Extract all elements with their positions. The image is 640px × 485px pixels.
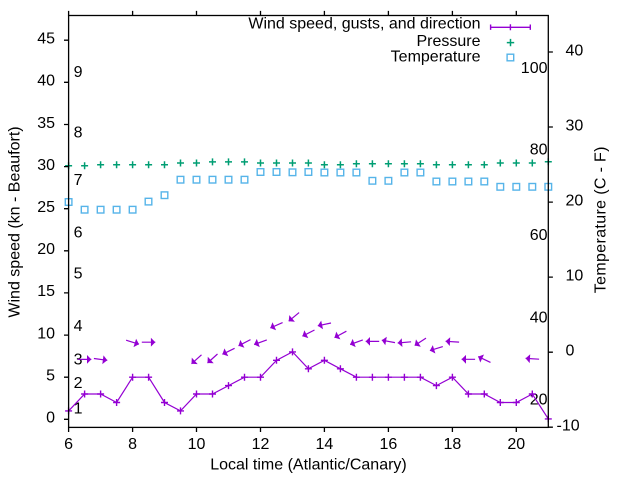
svg-text:16: 16	[380, 436, 398, 453]
svg-text:3: 3	[74, 352, 83, 369]
svg-text:20: 20	[566, 192, 584, 209]
svg-text:Wind speed (kn - Beaufort): Wind speed (kn - Beaufort)	[7, 126, 24, 317]
svg-text:0: 0	[566, 343, 575, 360]
svg-text:6: 6	[74, 225, 83, 242]
svg-text:2: 2	[74, 375, 83, 392]
svg-text:Local time (Atlantic/Canary): Local time (Atlantic/Canary)	[210, 456, 407, 473]
svg-text:6: 6	[64, 436, 73, 453]
svg-text:Wind speed, gusts, and directi: Wind speed, gusts, and direction	[248, 15, 480, 32]
svg-text:40: 40	[37, 73, 55, 90]
svg-text:80: 80	[530, 141, 548, 158]
svg-text:12: 12	[252, 436, 270, 453]
svg-text:Temperature (C - F): Temperature (C - F)	[593, 146, 610, 293]
svg-text:30: 30	[566, 117, 584, 134]
svg-text:15: 15	[37, 283, 55, 300]
svg-text:30: 30	[37, 157, 55, 174]
svg-text:10: 10	[37, 325, 55, 342]
svg-text:100: 100	[521, 60, 548, 77]
svg-text:0: 0	[46, 410, 55, 427]
svg-text:20: 20	[507, 436, 525, 453]
svg-text:9: 9	[74, 64, 83, 81]
svg-text:20: 20	[37, 241, 55, 258]
svg-text:4: 4	[74, 318, 83, 335]
svg-text:5: 5	[46, 368, 55, 385]
svg-text:7: 7	[74, 172, 83, 189]
svg-text:45: 45	[37, 31, 55, 48]
svg-text:40: 40	[530, 310, 548, 327]
svg-text:10: 10	[566, 267, 584, 284]
svg-text:40: 40	[566, 42, 584, 59]
svg-text:-10: -10	[557, 418, 580, 435]
svg-text:14: 14	[316, 436, 334, 453]
svg-text:8: 8	[128, 436, 137, 453]
svg-text:8: 8	[74, 124, 83, 141]
svg-text:10: 10	[188, 436, 206, 453]
svg-text:1: 1	[74, 400, 83, 417]
svg-text:35: 35	[37, 115, 55, 132]
svg-text:18: 18	[444, 436, 462, 453]
svg-text:Pressure: Pressure	[416, 33, 480, 50]
svg-text:60: 60	[530, 227, 548, 244]
svg-text:Temperature: Temperature	[391, 48, 481, 65]
svg-text:25: 25	[37, 199, 55, 216]
svg-text:5: 5	[74, 265, 83, 282]
